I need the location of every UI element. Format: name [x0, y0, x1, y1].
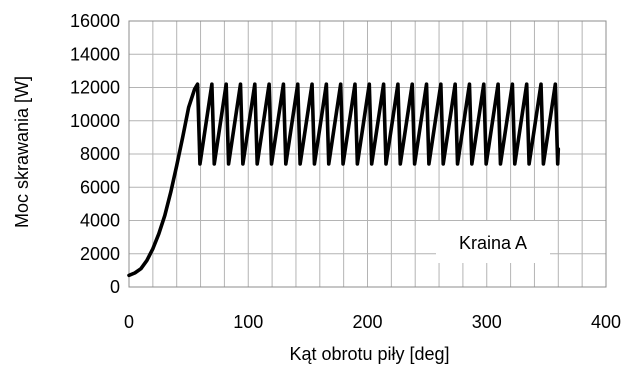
- x-tick-label: 300: [472, 312, 502, 332]
- annotation-label: Kraina A: [459, 233, 527, 253]
- y-tick-label: 12000: [70, 78, 120, 98]
- series-line: [127, 82, 561, 278]
- y-tick-label: 2000: [80, 244, 120, 264]
- y-axis-label: Moc skrawania [W]: [12, 76, 32, 228]
- x-tick-label: 400: [591, 312, 621, 332]
- annotation-background: [436, 221, 550, 263]
- plot-frame: [128, 20, 607, 288]
- x-tick-label: 0: [124, 312, 134, 332]
- y-tick-label: 16000: [70, 11, 120, 31]
- x-axis-ticks: 0 100 200 300 400: [124, 312, 621, 332]
- y-tick-label: 6000: [80, 177, 120, 197]
- y-tick-label: 0: [110, 277, 120, 297]
- x-axis-label: Kąt obrotu piły [deg]: [289, 344, 449, 364]
- x-tick-label: 100: [233, 312, 263, 332]
- y-tick-label: 14000: [70, 44, 120, 64]
- y-tick-label: 10000: [70, 111, 120, 131]
- y-tick-label: 4000: [80, 211, 120, 231]
- annotation-box: Kraina A: [436, 221, 550, 263]
- x-tick-label: 200: [352, 312, 382, 332]
- y-tick-label: 8000: [80, 144, 120, 164]
- y-axis-ticks: 0 2000 4000 6000 8000 10000 12000 14000 16000: [70, 11, 120, 297]
